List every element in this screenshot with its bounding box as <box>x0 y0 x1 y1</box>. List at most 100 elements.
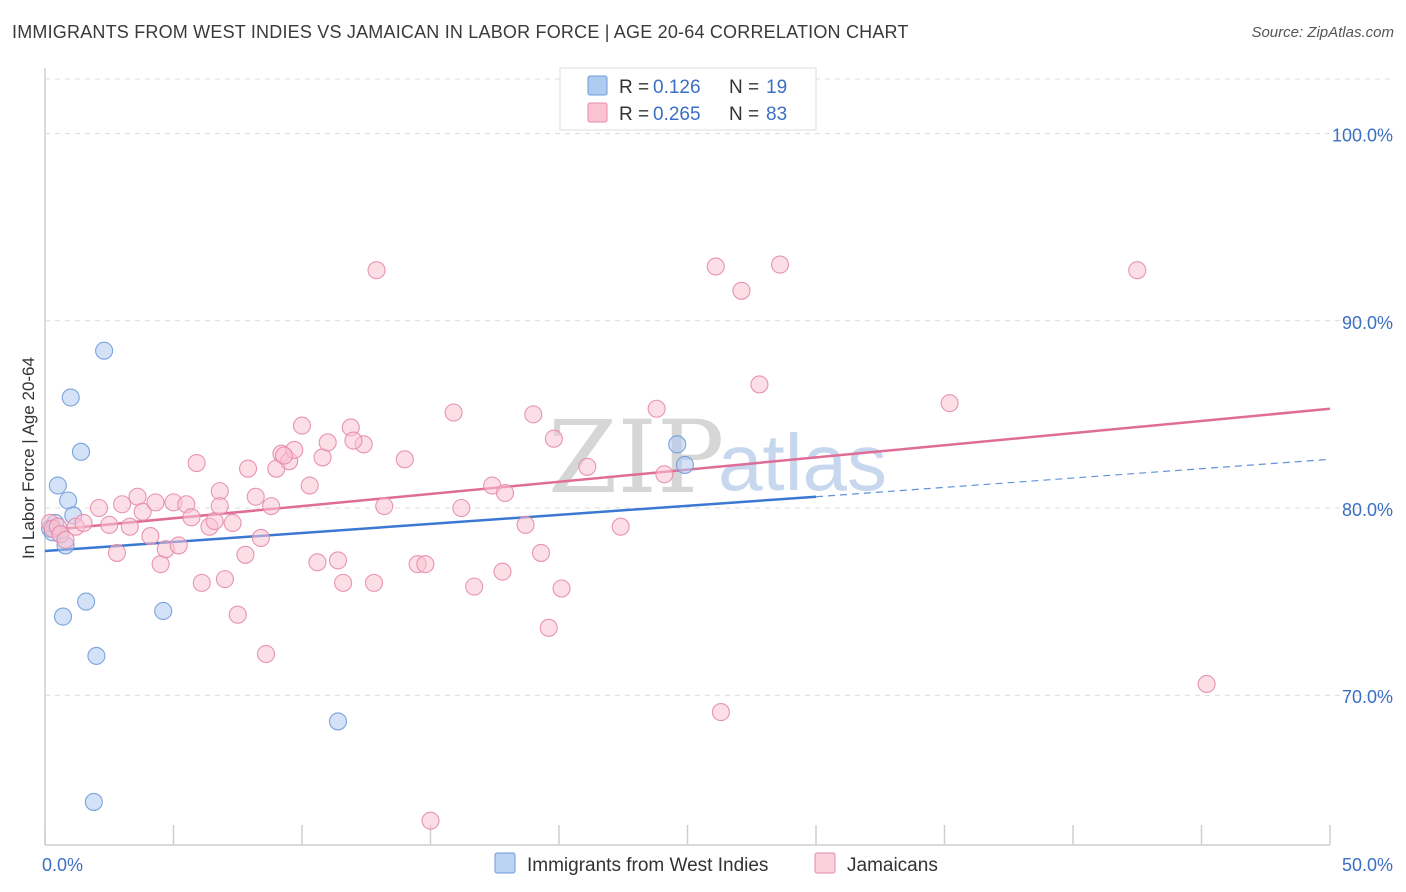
point-jamaicans <box>416 555 435 574</box>
point-jamaicans <box>141 527 160 546</box>
point-jamaicans <box>367 261 386 280</box>
point-jamaicans <box>151 555 170 574</box>
point-jamaicans <box>395 450 414 469</box>
point-jamaicans <box>246 487 265 506</box>
point-jamaicans <box>531 543 551 562</box>
point-jamaicans <box>544 429 563 448</box>
point-jamaicans <box>770 255 790 274</box>
point-jamaicans <box>100 515 119 534</box>
bottom-legend-swatch-jamaicans <box>814 852 836 874</box>
x-tick-label: 50.0% <box>1342 855 1393 875</box>
point-jamaicans <box>128 487 147 506</box>
legend-swatch-jamaicans <box>587 102 608 123</box>
point-west-indies <box>48 476 67 495</box>
point-jamaicans <box>318 433 337 452</box>
grid-lines <box>45 78 1394 696</box>
point-jamaicans <box>750 375 769 394</box>
point-jamaicans <box>444 403 463 422</box>
point-west-indies <box>95 341 114 360</box>
point-west-indies <box>154 601 173 621</box>
point-west-indies <box>87 646 106 665</box>
source-credit: Source: ZipAtlas.com <box>1251 24 1394 41</box>
point-jamaicans <box>210 497 229 516</box>
point-west-indies <box>59 491 78 510</box>
point-west-indies <box>61 388 80 407</box>
point-jamaicans <box>611 517 630 536</box>
y-tick-label: 80.0% <box>1342 500 1393 520</box>
point-jamaicans <box>262 497 281 516</box>
bottom-legend: Immigrants from West Indies Jamaicans <box>494 852 938 876</box>
y-axis-label: In Labor Force | Age 20-64 <box>19 357 38 559</box>
x-tick-labels: 0.0% 50.0% <box>42 855 1393 875</box>
legend-r-value: 0.265 <box>653 104 701 125</box>
bottom-legend-label-jamaicans: Jamaicans <box>847 855 938 876</box>
point-jamaicans <box>107 543 127 562</box>
point-jamaicans <box>89 498 109 518</box>
point-jamaicans <box>711 703 730 722</box>
point-jamaicans <box>516 515 535 534</box>
point-jamaicans <box>344 431 363 450</box>
legend-r-label: R = <box>619 77 649 98</box>
point-jamaicans <box>495 483 515 503</box>
point-jamaicans <box>328 551 348 570</box>
point-west-indies <box>53 607 73 626</box>
bottom-legend-swatch-west-indies <box>494 852 516 874</box>
point-west-indies <box>668 435 687 454</box>
axes <box>44 68 1331 846</box>
trend-line-west-indies-extension <box>815 458 1331 498</box>
point-west-indies <box>84 792 103 811</box>
chart-title: IMMIGRANTS FROM WEST INDIES VS JAMAICAN … <box>12 22 909 42</box>
point-jamaicans <box>274 446 294 465</box>
point-jamaicans <box>300 476 319 495</box>
point-jamaicans <box>56 530 75 549</box>
legend-n-value: 83 <box>766 104 787 125</box>
point-jamaicans <box>215 570 234 589</box>
watermark: ZIP atlas <box>548 399 887 516</box>
legend-swatch-west-indies <box>587 75 608 96</box>
point-jamaicans <box>187 454 206 473</box>
point-jamaicans <box>578 457 597 476</box>
point-jamaicans <box>169 536 188 555</box>
point-west-indies <box>328 712 348 731</box>
point-jamaicans <box>223 513 242 533</box>
point-jamaicans <box>421 811 440 830</box>
point-jamaicans <box>120 517 139 536</box>
point-jamaicans <box>192 573 211 592</box>
point-jamaicans <box>256 644 276 664</box>
point-jamaicans <box>238 459 258 478</box>
y-tick-labels: 100.0% 90.0% 80.0% 70.0% <box>1332 126 1393 708</box>
point-jamaicans <box>334 573 353 592</box>
point-jamaicans <box>655 465 674 484</box>
point-west-indies <box>675 455 694 474</box>
point-jamaicans <box>647 399 666 418</box>
point-jamaicans <box>552 579 571 598</box>
point-west-indies <box>77 592 96 611</box>
legend-box: R = 0.126 N = 19 R = 0.265 N = 83 <box>559 67 817 131</box>
y-tick-label: 100.0% <box>1332 126 1393 146</box>
x-tick-label: 0.0% <box>42 855 83 875</box>
point-jamaicans <box>182 508 201 527</box>
legend-n-label: N = <box>729 104 759 125</box>
point-jamaicans <box>74 513 93 533</box>
y-tick-label: 90.0% <box>1342 313 1393 333</box>
watermark-atlas: atlas <box>718 418 887 507</box>
point-jamaicans <box>113 495 132 514</box>
point-jamaicans <box>375 497 394 516</box>
watermark-zip: ZIP <box>548 399 724 516</box>
legend-r-label: R = <box>619 104 649 125</box>
point-jamaicans <box>228 605 247 624</box>
point-jamaicans <box>364 573 384 592</box>
point-jamaicans <box>524 405 543 424</box>
bottom-legend-label-west-indies: Immigrants from West Indies <box>527 855 768 876</box>
point-jamaicans <box>251 528 270 547</box>
point-jamaicans <box>539 618 558 637</box>
legend-n-value: 19 <box>766 77 787 98</box>
point-jamaicans <box>940 394 959 413</box>
point-jamaicans <box>236 545 255 564</box>
legend-n-label: N = <box>729 77 759 98</box>
point-jamaicans <box>133 502 152 521</box>
point-jamaicans <box>732 281 751 300</box>
point-jamaicans <box>1128 261 1147 280</box>
point-jamaicans <box>493 562 512 581</box>
